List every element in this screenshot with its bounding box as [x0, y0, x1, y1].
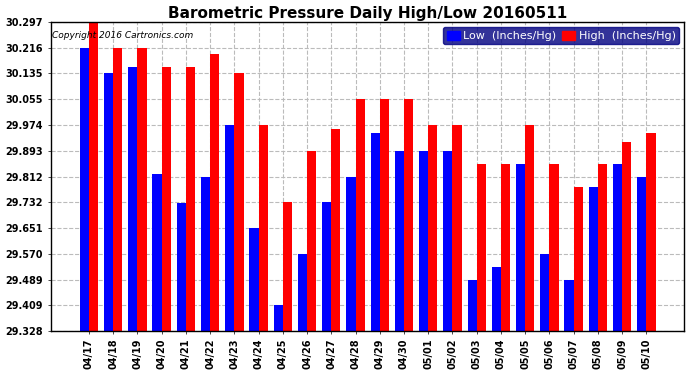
Bar [201, 177, 210, 331]
Bar [516, 164, 525, 331]
Bar [395, 151, 404, 331]
Bar [283, 202, 292, 331]
Bar [307, 151, 316, 331]
Bar [453, 125, 462, 331]
Bar [564, 280, 573, 331]
Bar [113, 48, 122, 331]
Bar [273, 305, 283, 331]
Bar [89, 22, 98, 331]
Bar [549, 164, 559, 331]
Bar [443, 151, 453, 331]
Bar [331, 129, 340, 331]
Bar [79, 48, 89, 331]
Bar [259, 125, 268, 331]
Text: Copyright 2016 Cartronics.com: Copyright 2016 Cartronics.com [52, 31, 193, 40]
Bar [322, 202, 331, 331]
Bar [128, 67, 137, 331]
Bar [225, 125, 235, 331]
Bar [371, 132, 380, 331]
Bar [355, 99, 365, 331]
Bar [501, 164, 510, 331]
Bar [540, 254, 549, 331]
Bar [404, 99, 413, 331]
Bar [477, 164, 486, 331]
Bar [492, 267, 501, 331]
Bar [598, 164, 607, 331]
Bar [428, 125, 437, 331]
Bar [249, 228, 259, 331]
Bar [137, 48, 146, 331]
Bar [152, 174, 161, 331]
Bar [380, 99, 389, 331]
Bar [613, 164, 622, 331]
Bar [235, 74, 244, 331]
Bar [647, 132, 656, 331]
Bar [210, 54, 219, 331]
Bar [468, 280, 477, 331]
Bar [638, 177, 647, 331]
Title: Barometric Pressure Daily High/Low 20160511: Barometric Pressure Daily High/Low 20160… [168, 6, 567, 21]
Bar [346, 177, 355, 331]
Bar [589, 187, 598, 331]
Bar [298, 254, 307, 331]
Bar [419, 151, 428, 331]
Bar [525, 125, 535, 331]
Bar [104, 74, 113, 331]
Bar [177, 203, 186, 331]
Legend: Low  (Inches/Hg), High  (Inches/Hg): Low (Inches/Hg), High (Inches/Hg) [443, 27, 679, 44]
Bar [161, 67, 171, 331]
Bar [186, 67, 195, 331]
Bar [622, 142, 631, 331]
Bar [573, 187, 583, 331]
